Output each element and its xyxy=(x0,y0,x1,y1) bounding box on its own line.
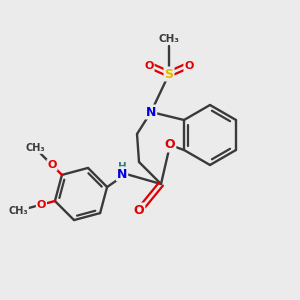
Text: CH₃: CH₃ xyxy=(8,206,28,216)
Text: O: O xyxy=(37,200,46,210)
Text: O: O xyxy=(134,203,144,217)
Text: O: O xyxy=(184,61,194,71)
Text: S: S xyxy=(164,68,173,80)
Text: O: O xyxy=(144,61,154,71)
Text: CH₃: CH₃ xyxy=(158,34,179,44)
Text: CH₃: CH₃ xyxy=(25,143,45,153)
Text: H: H xyxy=(118,162,126,172)
Text: O: O xyxy=(47,160,57,170)
Text: O: O xyxy=(165,139,175,152)
Text: N: N xyxy=(117,167,127,181)
Text: N: N xyxy=(146,106,156,118)
